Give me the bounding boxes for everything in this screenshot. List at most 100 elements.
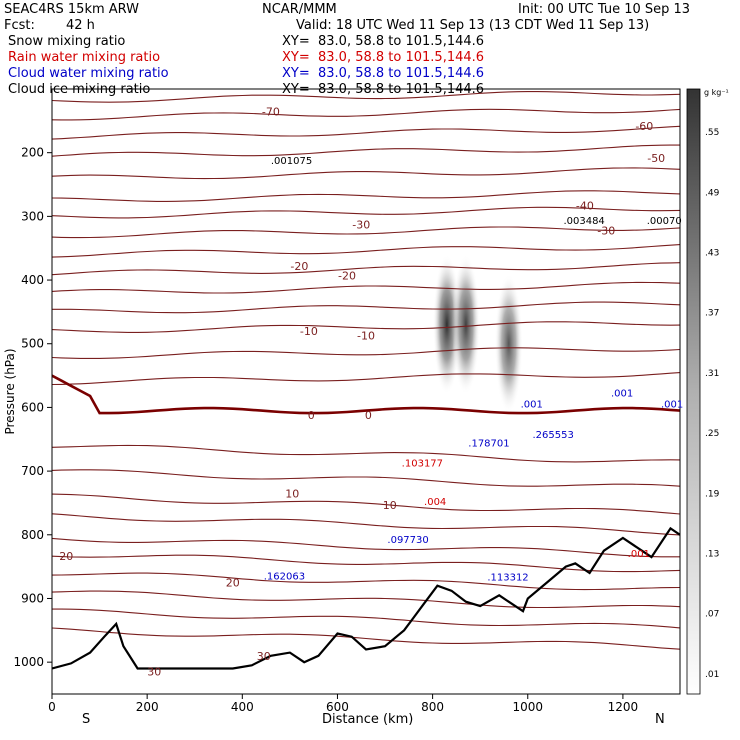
y-tick-label: 900 — [21, 591, 44, 605]
x-tick-label: 400 — [231, 700, 254, 714]
isotherm-line — [52, 347, 680, 359]
colorbar-tick-label: .01 — [705, 670, 719, 680]
isotherm-line — [52, 91, 680, 103]
isotherm-label: -20 — [338, 270, 356, 283]
y-tick-label: 1000 — [13, 655, 44, 669]
isotherm-label: 30 — [257, 650, 271, 663]
isotherm-label: -50 — [647, 152, 665, 165]
isotherm-line — [52, 444, 680, 463]
isotherm-label: -20 — [290, 260, 308, 273]
center-title: NCAR/MMM — [262, 2, 337, 17]
isotherm-line — [52, 206, 680, 219]
maximum-value-label: .004 — [424, 497, 446, 508]
init-time: Init: 00 UTC Tue 10 Sep 13 — [518, 2, 691, 17]
fcst-label: Fcst: — [4, 18, 35, 33]
isotherm-label: -30 — [597, 224, 615, 237]
isotherm-line — [52, 244, 680, 258]
maximum-value-label: .001075 — [271, 156, 312, 167]
fcst-value: 42 h — [66, 18, 95, 33]
isotherm-line — [52, 554, 680, 573]
x-axis-label: Distance (km) — [322, 712, 414, 727]
x-tick-label: 200 — [136, 700, 159, 714]
maximum-value-label: .003484 — [563, 216, 604, 227]
plot-frame — [51, 88, 681, 695]
freezing-level-line — [52, 374, 680, 415]
valid-time: Valid: 18 UTC Wed 11 Sep 13 (13 CDT Wed … — [296, 18, 650, 33]
maximum-value-label: .162063 — [264, 571, 305, 582]
isotherm-label: 10 — [383, 499, 397, 512]
colorbar-tick-label: .55 — [705, 128, 719, 138]
right-end-label: N — [655, 712, 665, 727]
isotherm-line — [52, 537, 680, 558]
colorbar-tick-label: .25 — [705, 429, 719, 439]
isotherm-line — [52, 301, 680, 314]
isotherm-label: -70 — [262, 105, 280, 118]
colorbar-tick-label: .43 — [705, 249, 719, 259]
x-tick-label: 0 — [48, 700, 56, 714]
model-title: SEAC4RS 15km ARW — [4, 2, 140, 17]
isotherm-label: -30 — [352, 219, 370, 232]
isotherm-label: 0 — [365, 409, 372, 422]
x-tick-label: 600 — [326, 700, 349, 714]
isotherm-line — [52, 144, 680, 157]
isotherm-line — [52, 608, 680, 629]
isotherm-line — [52, 281, 680, 294]
isotherm-label: 30 — [147, 666, 161, 679]
field-cloud-water-name: Cloud water mixing ratio — [8, 66, 169, 81]
y-tick-label: 400 — [21, 273, 44, 287]
isotherm-line — [52, 513, 680, 536]
field-rain-xy: XY= 83.0, 58.8 to 101.5,144.6 — [282, 50, 485, 65]
isotherm-line — [52, 226, 680, 239]
isotherm-line — [52, 167, 680, 180]
y-tick-label: 200 — [21, 146, 44, 160]
colorbar-tick-label: .07 — [705, 610, 719, 620]
x-tick-label: 1200 — [608, 700, 639, 714]
colorbar — [686, 88, 701, 695]
isotherm-label: -40 — [576, 200, 594, 213]
x-tick-label: 800 — [421, 700, 444, 714]
isotherm-label: 10 — [285, 487, 299, 500]
isotherm-label: -10 — [357, 329, 375, 342]
y-tick-label: 300 — [21, 209, 44, 223]
field-cloud-water-xy: XY= 83.0, 58.8 to 101.5,144.6 — [282, 66, 485, 81]
isotherm-label: 20 — [226, 577, 240, 590]
maximum-value-label: .103177 — [402, 459, 443, 470]
colorbar-unit: g kg⁻¹ — [704, 88, 729, 97]
colorbar-tick-label: .49 — [705, 188, 720, 198]
isotherm-line — [52, 262, 680, 276]
isotherm-line — [52, 590, 680, 609]
isotherm-line — [52, 321, 680, 333]
colorbar-tick-label: .31 — [705, 369, 719, 379]
maximum-value-label: .001 — [628, 549, 650, 560]
maximum-value-label: .265553 — [533, 430, 574, 441]
field-snow-name: Snow mixing ratio — [8, 34, 126, 49]
isotherm-line — [52, 108, 680, 121]
isotherm-label: 20 — [59, 550, 73, 563]
isotherm-line — [52, 493, 680, 515]
maximum-value-label: .001 — [661, 399, 683, 410]
maximum-value-label: .00070 — [647, 216, 682, 227]
isotherm-line — [52, 125, 680, 140]
maximum-value-label: .113312 — [487, 573, 528, 584]
terrain-line — [52, 526, 680, 670]
isotherm-line — [52, 190, 680, 202]
x-tick-label: 1000 — [512, 700, 543, 714]
y-axis-label: Pressure (hPa) — [3, 348, 17, 434]
colorbar-tick-label: .37 — [705, 309, 719, 319]
maximum-value-label: .097730 — [387, 535, 428, 546]
y-tick-label: 600 — [21, 400, 44, 414]
colorbar-tick-label: .19 — [705, 489, 720, 499]
y-tick-label: 800 — [21, 528, 44, 542]
isotherm-label: -10 — [300, 325, 318, 338]
field-rain-name: Rain water mixing ratio — [8, 50, 161, 65]
maximum-value-label: .178701 — [468, 438, 509, 449]
field-snow-xy: XY= 83.0, 58.8 to 101.5,144.6 — [282, 34, 485, 49]
maximum-value-label: .001 — [521, 399, 543, 410]
isotherm-line — [52, 627, 680, 650]
isotherm-label: 0 — [308, 409, 315, 422]
isotherm-line — [52, 469, 680, 487]
isotherm-label: -60 — [635, 120, 653, 133]
colorbar-tick-label: .13 — [705, 550, 719, 560]
maximum-value-label: .001 — [611, 389, 633, 400]
